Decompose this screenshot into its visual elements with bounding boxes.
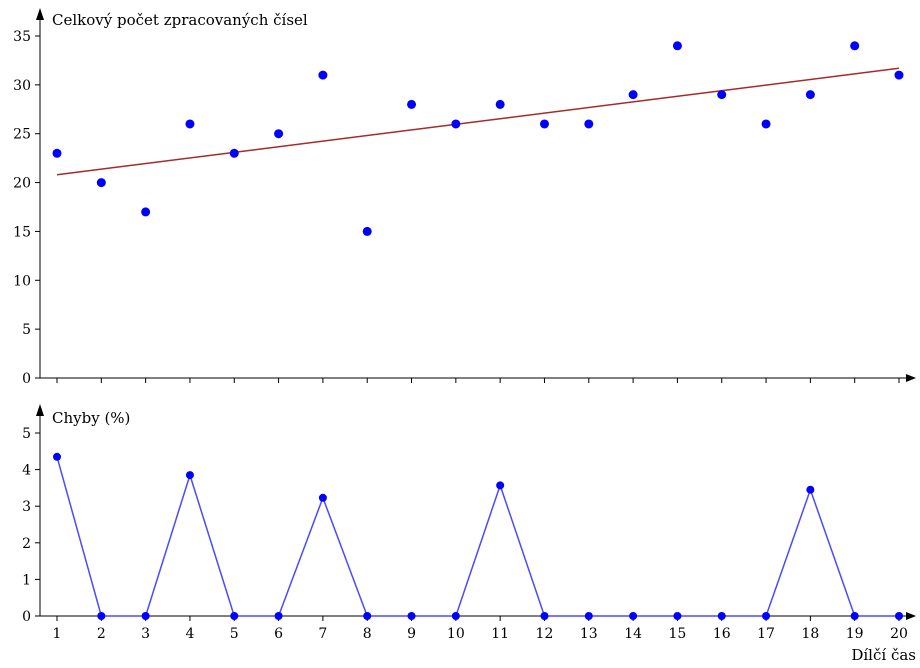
scatter-point [229,148,239,158]
bottom-x-axis-arrow [906,612,916,620]
top-x-axis-arrow [906,374,916,382]
top-y-tick-label: 30 [13,78,31,94]
scatter-point [672,41,682,51]
scatter-point [717,90,727,100]
scatter-point [407,99,417,109]
scatter-point [96,178,106,188]
line-point [673,612,682,620]
top-y-tick-label: 0 [22,371,31,387]
line-point [318,493,327,502]
x-tick-label: 13 [580,626,598,642]
x-tick-label: 17 [757,626,775,642]
scatter-point [894,70,904,80]
x-tick-label: 6 [274,626,283,642]
line-point [496,481,505,490]
x-tick-label: 8 [363,626,372,642]
bottom-y-ticks: 0 1 2 3 4 5 [22,426,40,625]
x-tick-label: 9 [407,626,416,642]
line-point [230,612,239,620]
x-tick-label: 5 [230,626,239,642]
line-point [407,612,416,620]
x-tick-label: 16 [713,626,731,642]
line-point [53,452,61,461]
x-tick-label: 1 [53,626,62,642]
top-y-tick-label: 20 [13,176,31,192]
bottom-y-axis-arrow [36,404,44,416]
bottom-y-tick-label: 5 [22,426,31,442]
line-point [141,612,150,620]
top-y-tick-label: 35 [13,29,31,45]
bottom-y-axis-title: Chyby (%) [52,409,130,427]
bottom-y-tick-label: 1 [22,572,31,588]
x-tick-label: 12 [536,626,554,642]
top-y-tick-label: 25 [13,127,31,143]
top-y-tick-label: 10 [13,273,31,289]
scatter-point [539,119,549,129]
line-point [97,612,106,620]
bottom-points [53,452,903,620]
x-tick-label: 20 [890,626,908,642]
x-tick-label: 2 [97,626,106,642]
bottom-y-tick-label: 0 [22,609,31,625]
scatter-point [451,119,461,129]
scatter-point [761,119,771,129]
line-point [584,612,593,620]
line-point [762,612,771,620]
top-y-tick-label: 5 [22,322,31,338]
x-tick-label: 3 [141,626,150,642]
scatter-point [362,226,372,236]
line-point [629,612,638,620]
scatter-point [52,148,62,158]
top-y-axis-arrow [36,8,44,20]
error-series-line [56,456,899,617]
top-y-tick-label: 15 [13,224,31,240]
x-tick-label: 4 [185,626,194,642]
x-tick-label: 7 [318,626,327,642]
bottom-y-tick-label: 2 [22,536,31,552]
scatter-point [584,119,594,129]
line-point [451,612,460,620]
line-point [540,612,549,620]
top-chart: 0 5 10 15 20 25 30 35 Celkový počet zpracovanýc… [13,8,916,387]
top-y-ticks: 0 5 10 15 20 25 30 35 [13,29,40,387]
bottom-y-tick-label: 4 [22,463,31,479]
line-point [850,612,859,620]
line-point [895,612,903,620]
x-tick-label: 18 [801,626,819,642]
x-tick-label: 15 [669,626,687,642]
scatter-point [185,119,195,129]
line-point [363,612,372,620]
scatter-point [628,90,638,100]
x-tick-label: 11 [491,626,509,642]
line-point [717,612,726,620]
scatter-point [318,70,328,80]
top-y-axis-title: Celkový počet zpracovaných čísel [52,11,308,29]
line-point [274,612,283,620]
scatter-point [495,99,505,109]
x-tick-label: 19 [846,626,864,642]
bottom-y-tick-label: 3 [22,499,31,515]
x-tick-label: 14 [624,626,642,642]
top-x-ticks [56,378,900,383]
scatter-point [850,41,860,51]
x-tick-label: 10 [447,626,465,642]
line-point [185,471,194,480]
bottom-x-ticks: 1 2 3 4 5 6 7 8 9 10 11 12 13 14 15 16 17 18 19 20 [53,616,908,642]
scatter-point [805,90,815,100]
trendline [56,67,900,176]
line-point [806,485,815,494]
scatter-point [274,129,284,139]
top-points [52,41,904,236]
scatter-point [141,207,151,217]
x-axis-title: Dílčí čas [851,646,916,664]
